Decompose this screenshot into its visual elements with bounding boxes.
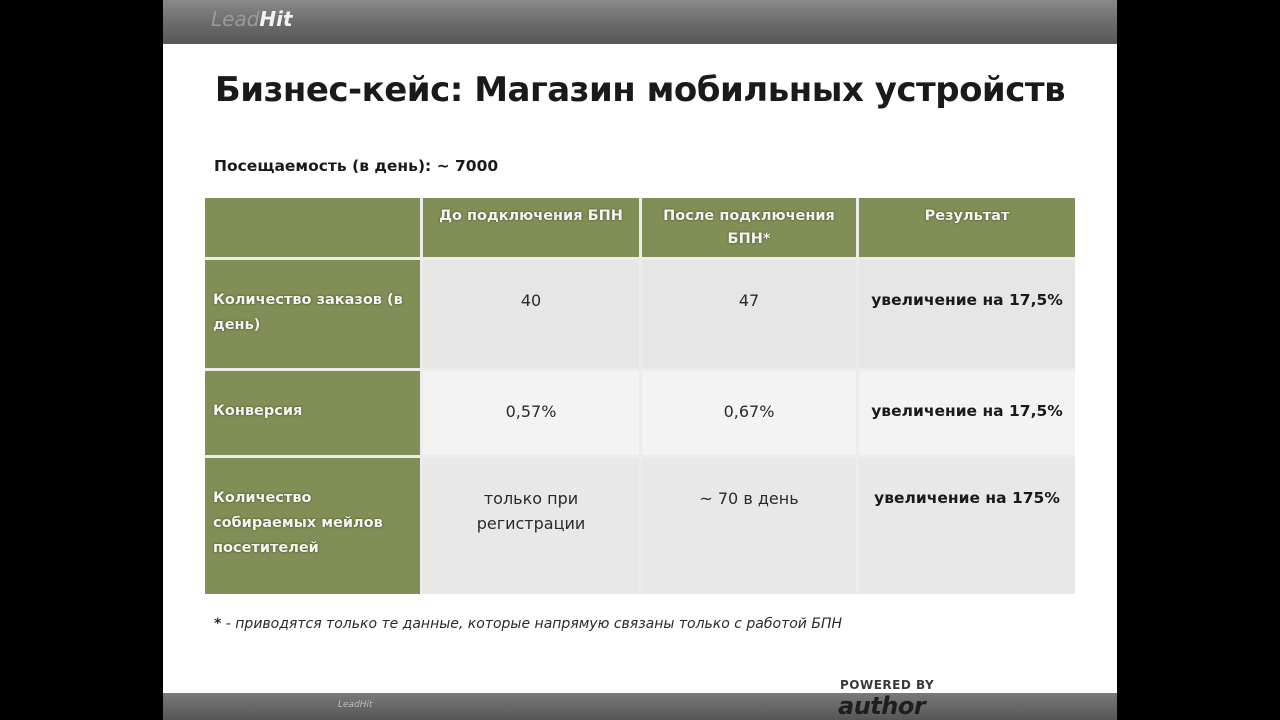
table-cell: 0,67%: [642, 371, 856, 455]
row-label-conversion-text: Конверсия: [213, 403, 303, 419]
table-cell: увеличение на 17,5%: [859, 260, 1075, 368]
cell-orders-before: 40: [520, 291, 542, 310]
cell-emails-result: увеличение на 175%: [874, 489, 1060, 507]
table-cell: только при регистрации: [423, 458, 639, 594]
cell-emails-after: ~ 70 в день: [699, 489, 799, 508]
cell-conversion-result: увеличение на 17,5%: [871, 402, 1063, 420]
cell-conversion-after: 0,67%: [723, 402, 775, 421]
logo-hit-text: Hit: [259, 7, 293, 31]
cell-orders-after: 47: [738, 291, 760, 310]
footnote-text: - приводятся только те данные, которые н…: [221, 616, 843, 632]
header-after-text: После подключения БПН*: [663, 208, 835, 247]
authorstream-logo: author: [838, 692, 926, 720]
header-result-text: Результат: [924, 208, 1010, 224]
table-cell: увеличение на 175%: [859, 458, 1075, 594]
slide-title: Бизнес-кейс: Магазин мобильных устройств: [214, 70, 1066, 110]
table-cell: 0,57%: [423, 371, 639, 455]
table-header-after: После подключения БПН*: [642, 198, 856, 257]
table-header-result: Результат: [859, 198, 1075, 257]
table-cell: 40: [423, 260, 639, 368]
powered-by-label: POWERED BY: [840, 678, 935, 692]
cell-orders-result: увеличение на 17,5%: [871, 291, 1063, 309]
row-label-orders-text: Количество заказов (в день): [213, 292, 403, 333]
footnote: * - приводятся только те данные, которые…: [214, 616, 842, 632]
attendance-text: Посещаемость (в день): ~ 7000: [214, 157, 499, 175]
table-cell: 47: [642, 260, 856, 368]
bottom-bar: LeadHit: [163, 693, 1117, 720]
row-label-conversion: Конверсия: [205, 371, 420, 455]
logo-lead-text: Lead: [211, 7, 260, 31]
leadhit-logo: LeadHit: [211, 7, 293, 31]
slide: LeadHit Бизнес-кейс: Магазин мобильных у…: [163, 0, 1117, 720]
table-cell: увеличение на 17,5%: [859, 371, 1075, 455]
table-header-corner: [205, 198, 420, 257]
bottom-logo: LeadHit: [338, 700, 373, 710]
cell-conversion-before: 0,57%: [505, 402, 557, 421]
table-header-before: До подключения БПН: [423, 198, 639, 257]
row-label-orders: Количество заказов (в день): [205, 260, 420, 368]
comparison-table: До подключения БПН После подключения БПН…: [205, 198, 1075, 594]
row-label-emails: Количество собираемых мейлов посетителей: [205, 458, 420, 594]
header-before-text: До подключения БПН: [439, 208, 623, 224]
cell-emails-before: только при регистрации: [476, 489, 586, 533]
footnote-star: *: [214, 616, 222, 632]
table-cell: ~ 70 в день: [642, 458, 856, 594]
row-label-emails-text: Количество собираемых мейлов посетителей: [213, 490, 383, 556]
top-bar: LeadHit: [163, 0, 1117, 44]
